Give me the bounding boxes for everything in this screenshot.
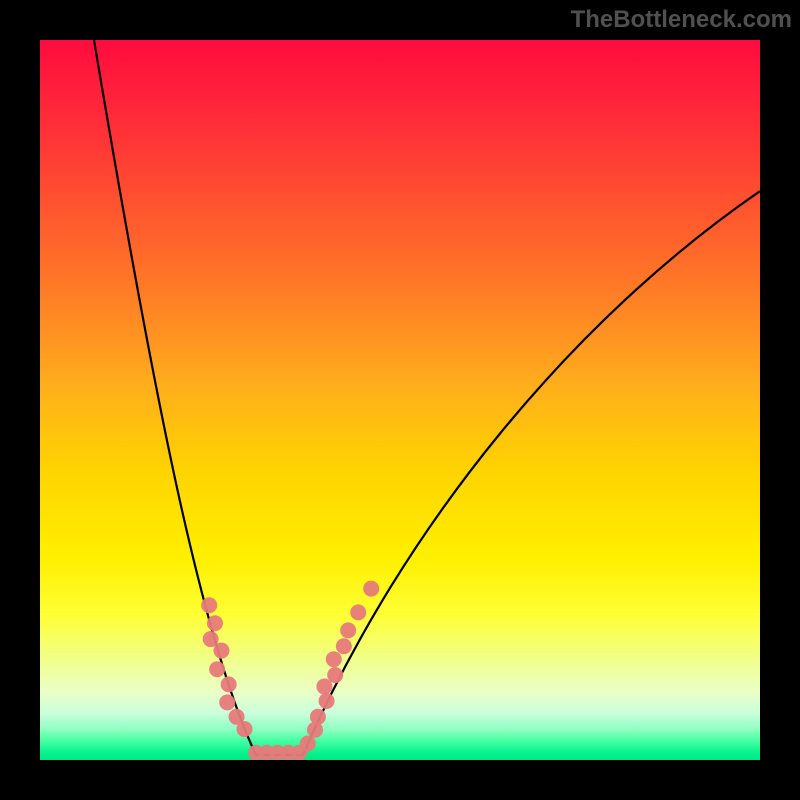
data-marker xyxy=(209,661,225,677)
plot-area xyxy=(40,40,760,760)
watermark-text: TheBottleneck.com xyxy=(571,6,792,34)
data-marker xyxy=(236,721,252,737)
data-marker xyxy=(300,735,316,751)
data-marker xyxy=(221,676,237,692)
data-marker xyxy=(219,694,235,710)
data-marker xyxy=(336,638,352,654)
data-marker xyxy=(319,693,335,709)
bottleneck-curve-chart xyxy=(40,40,760,760)
chart-stage: TheBottleneck.com xyxy=(0,0,800,800)
data-marker xyxy=(310,709,326,725)
data-marker xyxy=(340,622,356,638)
data-marker xyxy=(326,651,342,667)
data-marker xyxy=(201,597,217,613)
data-marker xyxy=(363,581,379,597)
data-marker xyxy=(327,667,343,683)
data-marker xyxy=(213,643,229,659)
gradient-background xyxy=(40,40,760,760)
data-marker xyxy=(350,604,366,620)
data-marker xyxy=(207,615,223,631)
